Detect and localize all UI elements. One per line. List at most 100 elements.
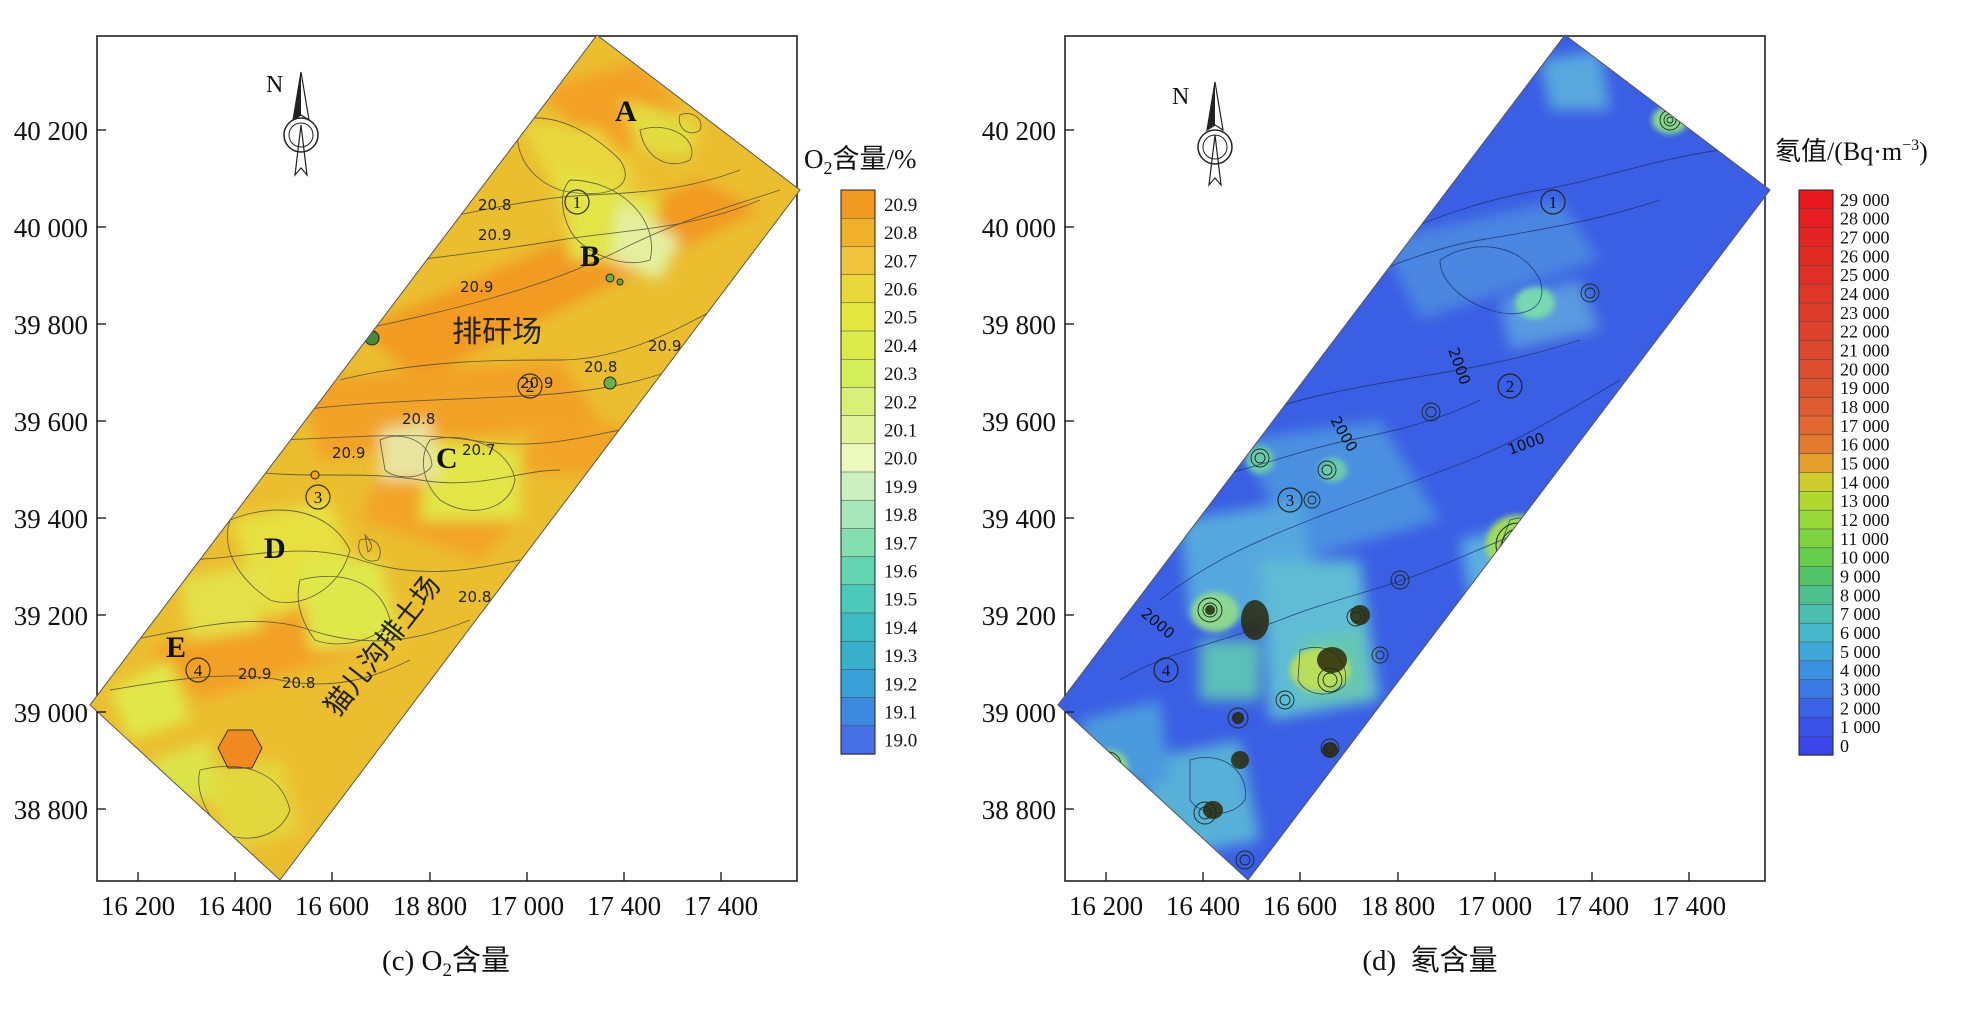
- o2-legend-swatch: [840, 499, 876, 530]
- o2-contour-label: 20.8: [402, 410, 435, 428]
- radon-legend-title: 氡值/(Bq·m−3): [1775, 137, 1928, 166]
- o2-legend-swatch: [840, 189, 876, 219]
- svg-text:2: 2: [1506, 377, 1515, 396]
- o2-x-tick: 16 400: [198, 891, 272, 921]
- radon-legend-swatch: [1798, 415, 1834, 436]
- radon-legend-swatch: [1798, 227, 1834, 248]
- radon-y-tick: 39 400: [982, 504, 1056, 534]
- radon-x-tick: 16 200: [1069, 891, 1143, 921]
- radon-panel: 2000 2000 1000 2000 1 2 3 4: [982, 34, 1928, 977]
- o2-legend-swatch: [840, 246, 876, 276]
- radon-legend-swatch: [1798, 698, 1834, 718]
- o2-legend-label: 20.7: [884, 251, 917, 272]
- o2-legend-label: 19.0: [884, 731, 917, 752]
- o2-y-tick: 39 000: [14, 698, 88, 728]
- o2-zone-label-d: D: [264, 532, 286, 565]
- radon-y-tick: 39 600: [982, 407, 1056, 437]
- o2-legend-swatch: [840, 584, 876, 614]
- o2-marker-4: 4: [185, 657, 211, 683]
- o2-y-tick: 40 000: [14, 213, 88, 243]
- o2-contour-label: 20.9: [332, 444, 365, 462]
- o2-marker-1: 1: [564, 189, 590, 215]
- radon-legend-label: 9 000: [1840, 567, 1881, 587]
- o2-zone-label-a: A: [615, 95, 637, 128]
- radon-y-tick: 38 800: [982, 795, 1056, 825]
- radon-legend-swatch: [1798, 660, 1834, 681]
- o2-contour-label: 20.8: [458, 588, 491, 606]
- radon-legend-label: 8 000: [1840, 585, 1881, 605]
- radon-legend-label: 0: [1840, 736, 1849, 756]
- o2-contour-label: 20.8: [478, 196, 511, 214]
- radon-legend-label: 2 000: [1840, 698, 1881, 718]
- svg-text:1: 1: [573, 193, 582, 212]
- o2-site-label-gangue-dump: 排矸场: [452, 315, 542, 350]
- radon-y-tick: 39 000: [982, 698, 1056, 728]
- o2-marker-2: 2: [517, 373, 543, 399]
- radon-legend-swatch: [1798, 491, 1834, 511]
- o2-legend-label: 20.4: [884, 336, 918, 357]
- radon-legend-swatch: [1798, 434, 1834, 455]
- o2-y-tick: 40 200: [14, 116, 88, 146]
- o2-north-arrow: N: [266, 71, 319, 177]
- o2-x-tick: 16 200: [101, 891, 175, 921]
- radon-marker-2: 2: [1497, 373, 1523, 399]
- radon-legend-swatch: [1798, 735, 1834, 756]
- o2-legend-swatch: [840, 612, 876, 642]
- radon-legend-swatch: [1798, 340, 1834, 361]
- radon-north-arrow: N: [1172, 81, 1233, 187]
- o2-legend-swatch: [840, 697, 876, 727]
- o2-survey-boundary: [89, 34, 801, 881]
- radon-legend-swatch: [1798, 604, 1834, 624]
- o2-legend-swatch: [840, 640, 876, 671]
- o2-x-axis: 16 200 16 400 16 600 18 800 17 000 17 40…: [101, 872, 758, 921]
- o2-marker-3: 3: [305, 484, 331, 510]
- radon-legend-swatch: [1798, 585, 1834, 605]
- radon-y-tick: 39 200: [982, 601, 1056, 631]
- radon-legend-label: 29 000: [1840, 190, 1890, 210]
- o2-legend-label: 19.3: [884, 646, 917, 667]
- o2-legend-label: 20.1: [884, 421, 917, 442]
- radon-legend-label: 10 000: [1840, 548, 1890, 568]
- radon-x-tick: 18 800: [1361, 891, 1435, 921]
- o2-contour-label: 20.8: [584, 358, 617, 376]
- o2-legend-label: 19.6: [884, 562, 917, 583]
- radon-legend-swatch: [1798, 641, 1834, 662]
- radon-legend-label: 27 000: [1840, 228, 1890, 248]
- o2-legend-swatch: [840, 217, 876, 248]
- radon-legend-label: 21 000: [1840, 341, 1890, 361]
- o2-legend-label: 19.2: [884, 674, 917, 695]
- radon-legend-label: 6 000: [1840, 623, 1881, 643]
- radon-y-tick: 40 200: [982, 116, 1056, 146]
- radon-legend-label: 5 000: [1840, 642, 1881, 662]
- o2-legend-label: 20.6: [884, 280, 917, 301]
- radon-marker-3: 3: [1277, 487, 1303, 513]
- radon-y-tick: 40 000: [982, 213, 1056, 243]
- o2-legend-label: 20.2: [884, 392, 917, 413]
- radon-legend-label: 15 000: [1840, 454, 1890, 474]
- radon-caption: (d) 氡含量: [1362, 944, 1497, 977]
- o2-legend-label: 20.0: [884, 449, 917, 470]
- radon-legend-label: 19 000: [1840, 378, 1890, 398]
- o2-contour-label: 20.7: [462, 441, 495, 459]
- radon-legend-swatch: [1798, 566, 1834, 587]
- o2-zone-label-b: B: [580, 240, 600, 273]
- radon-legend-swatch: [1798, 396, 1834, 417]
- radon-x-tick: 17 400: [1652, 891, 1726, 921]
- svg-text:2: 2: [526, 377, 535, 396]
- radon-legend-swatch: [1798, 265, 1834, 285]
- radon-legend-swatch: [1798, 453, 1834, 474]
- o2-contour-label: 20.9: [460, 278, 493, 296]
- o2-legend-label: 20.8: [884, 223, 917, 244]
- o2-legend-swatch: [840, 669, 876, 699]
- o2-x-tick: 17 400: [587, 891, 661, 921]
- o2-legend-frame: [840, 189, 876, 755]
- radon-legend-label: 24 000: [1840, 284, 1890, 304]
- radon-legend-label: 22 000: [1840, 322, 1890, 342]
- radon-legend-swatch: [1798, 189, 1834, 210]
- o2-legend-label: 20.3: [884, 364, 917, 385]
- o2-legend-swatch: [840, 274, 876, 304]
- svg-text:3: 3: [1286, 491, 1295, 510]
- svg-text:N: N: [1172, 84, 1189, 110]
- o2-legend-swatch: [840, 302, 876, 332]
